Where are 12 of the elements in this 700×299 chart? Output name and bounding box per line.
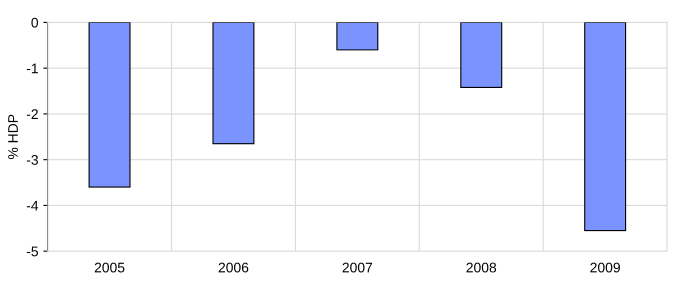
y-tick-label: -4 [26,200,38,210]
x-tick-label: 2009 [590,262,620,272]
y-tick-label: -3 [26,155,38,165]
y-axis-title: % HDP [8,114,18,160]
x-tick-label: 2007 [342,262,372,272]
x-tick-label: 2008 [466,262,496,272]
x-tick-label: 2006 [218,262,248,272]
y-tick-label: -5 [26,246,38,256]
y-tick-label: -2 [26,109,38,119]
y-tick-label: 0 [31,18,38,28]
x-tick-label: 2005 [94,262,124,272]
y-tick-label: -1 [26,64,38,74]
